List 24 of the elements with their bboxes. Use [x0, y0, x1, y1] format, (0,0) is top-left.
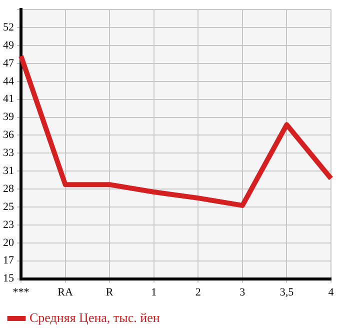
- y-tick-label: 28: [3, 182, 14, 195]
- x-tick-label: 4: [328, 286, 334, 298]
- y-tick-label: 15: [3, 272, 14, 285]
- legend-label: Средняя Цена, тыс. йен: [30, 310, 160, 325]
- y-tick-label: 47: [3, 57, 14, 70]
- x-tick-label: 3: [240, 286, 246, 298]
- x-tick-label: R: [106, 286, 114, 298]
- y-tick-label: 17: [3, 254, 14, 267]
- y-tick-label: 41: [3, 93, 14, 106]
- y-tick-label: 44: [3, 75, 14, 88]
- y-tick-label: 39: [3, 111, 14, 124]
- y-tick-label: 25: [3, 200, 14, 213]
- x-tick-label: ***: [12, 286, 30, 298]
- y-tick-label: 31: [3, 165, 14, 178]
- y-tick-label: 52: [3, 21, 14, 34]
- x-tick-label: 3,5: [280, 286, 294, 298]
- y-tick-label: 23: [3, 218, 14, 231]
- x-tick-label: 2: [195, 286, 201, 298]
- y-tick-label: 33: [3, 147, 14, 160]
- y-tick-label: 49: [3, 39, 14, 52]
- y-tick-label: 20: [3, 236, 14, 249]
- x-tick-label: RA: [58, 286, 73, 298]
- x-tick-label: 1: [151, 286, 157, 298]
- y-tick-label: 36: [3, 129, 14, 142]
